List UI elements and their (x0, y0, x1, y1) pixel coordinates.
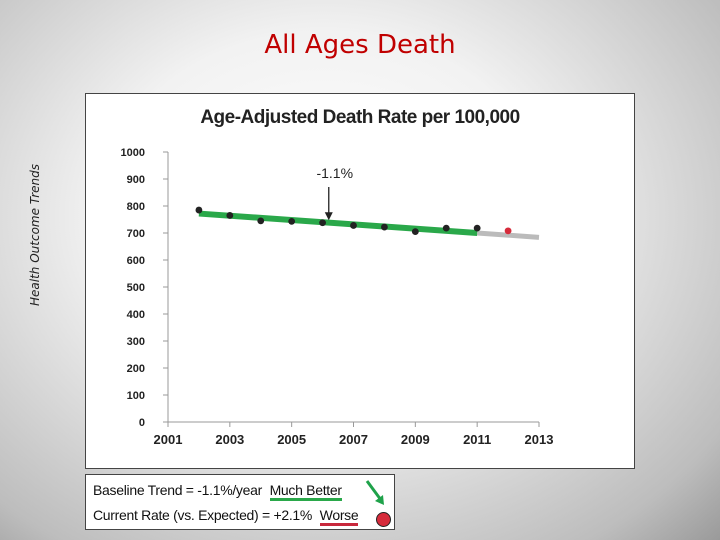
projected-trend-line (476, 230, 540, 240)
current-point (504, 227, 512, 235)
baseline-row: Baseline Trend = -1.1%/year Much Better (93, 482, 342, 501)
annotation-arrow-head (324, 212, 333, 221)
y-tick-label: 100 (127, 390, 145, 402)
chart-frame: Age-Adjusted Death Rate per 100,000 1000… (85, 93, 635, 469)
observed-point (473, 224, 481, 232)
x-tick-label: 2003 (215, 432, 244, 447)
observed-point (381, 223, 388, 231)
x-tick-label: 2011 (463, 432, 491, 447)
observed-point (350, 222, 357, 229)
observed-point (442, 224, 450, 232)
baseline-trend-line (198, 210, 478, 236)
trend-lines (198, 210, 540, 240)
y-tick-label: 300 (127, 336, 145, 348)
observed-point (226, 212, 234, 219)
x-tick-label: 2013 (525, 432, 554, 447)
current-row: Current Rate (vs. Expected) = +2.1% Wors… (93, 507, 359, 526)
x-tick-label: 2001 (154, 432, 183, 447)
y-tick-label: 500 (127, 282, 145, 294)
current-eval: Worse (319, 507, 359, 526)
side-label: Health Outcome Trends (28, 164, 42, 306)
worse-dot-icon (376, 512, 391, 527)
y-tick-label: 0 (139, 417, 145, 429)
current-value: +2.1% (273, 507, 313, 523)
y-tick-label: 200 (127, 363, 145, 375)
current-label: Current Rate (vs. Expected) = (93, 507, 270, 523)
x-tick-label: 2005 (277, 432, 306, 447)
observed-point (257, 217, 265, 225)
y-tick-label: 400 (127, 309, 145, 321)
observed-point (288, 217, 296, 225)
x-tick-label: 2007 (339, 432, 368, 447)
observed-point (319, 219, 326, 227)
chart-title: Age-Adjusted Death Rate per 100,000 (200, 107, 519, 128)
y-tick-label: 700 (127, 228, 145, 240)
baseline-value: -1.1%/year (197, 482, 262, 498)
y-tick-label: 1000 (121, 147, 145, 159)
better-arrow-icon (365, 480, 384, 505)
y-tick-label: 900 (127, 174, 145, 186)
baseline-eval: Much Better (269, 482, 342, 501)
trend-annotation-label: -1.1% (316, 165, 353, 181)
observed-point (411, 228, 419, 236)
y-tick-label: 800 (127, 201, 145, 213)
annotations: -1.1% (316, 165, 353, 221)
death-rate-chart: Age-Adjusted Death Rate per 100,000 1000… (121, 107, 554, 447)
observed-point (195, 206, 203, 214)
x-tick-label: 2009 (401, 432, 430, 447)
data-points (195, 206, 512, 236)
legend-box: Baseline Trend = -1.1%/year Much Better … (85, 474, 395, 530)
baseline-label: Baseline Trend = (93, 482, 194, 498)
slide-title: All Ages Death (264, 30, 456, 60)
y-tick-label: 600 (127, 255, 145, 267)
